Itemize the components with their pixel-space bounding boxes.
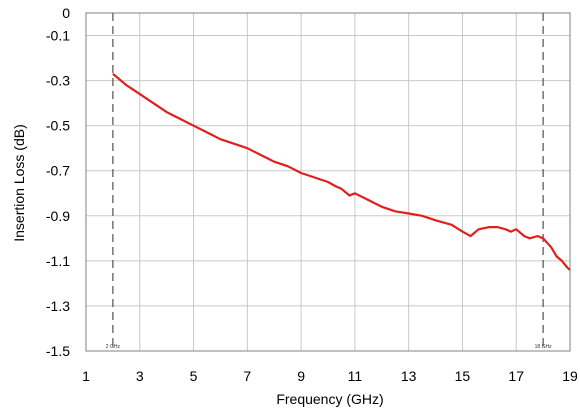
x-tick-label: 5 [190, 368, 198, 384]
marker-label: 2 GHz [106, 344, 121, 350]
x-tick-label: 7 [243, 368, 251, 384]
y-tick-label: -1.3 [46, 298, 70, 314]
x-tick-label: 13 [401, 368, 417, 384]
y-tick-label: -1.1 [46, 253, 70, 269]
frequency-markers: 2 GHz 18 GHz [106, 13, 552, 351]
x-tick-label: 1 [82, 368, 90, 384]
x-tick-label: 15 [455, 368, 471, 384]
x-tick-label: 3 [136, 368, 144, 384]
x-axis-ticks: 1 3 5 7 9 11 13 15 17 19 [82, 368, 578, 384]
x-tick-label: 19 [562, 368, 578, 384]
y-tick-label: -0.3 [46, 73, 70, 89]
x-tick-label: 11 [348, 368, 363, 384]
y-tick-label: -0.5 [46, 118, 70, 134]
y-axis-ticks: 0 -0.1 -0.3 -0.5 -0.7 -0.9 -1.1 -1.3 -1.5 [46, 5, 70, 359]
x-tick-label: 9 [297, 368, 305, 384]
y-tick-label: -0.7 [46, 163, 70, 179]
series-line [112, 72, 571, 271]
marker-label: 18 GHz [535, 344, 552, 350]
data-series [112, 72, 571, 271]
plot-frame [85, 12, 571, 352]
y-tick-label: 0 [62, 5, 70, 21]
y-tick-label: -0.9 [46, 208, 70, 224]
x-tick-label: 17 [508, 368, 524, 384]
x-axis-title: Frequency (GHz) [276, 391, 383, 407]
y-tick-label: -0.1 [46, 28, 70, 44]
y-axis-title: Insertion Loss (dB) [11, 124, 27, 242]
y-tick-label: -1.5 [46, 343, 70, 359]
